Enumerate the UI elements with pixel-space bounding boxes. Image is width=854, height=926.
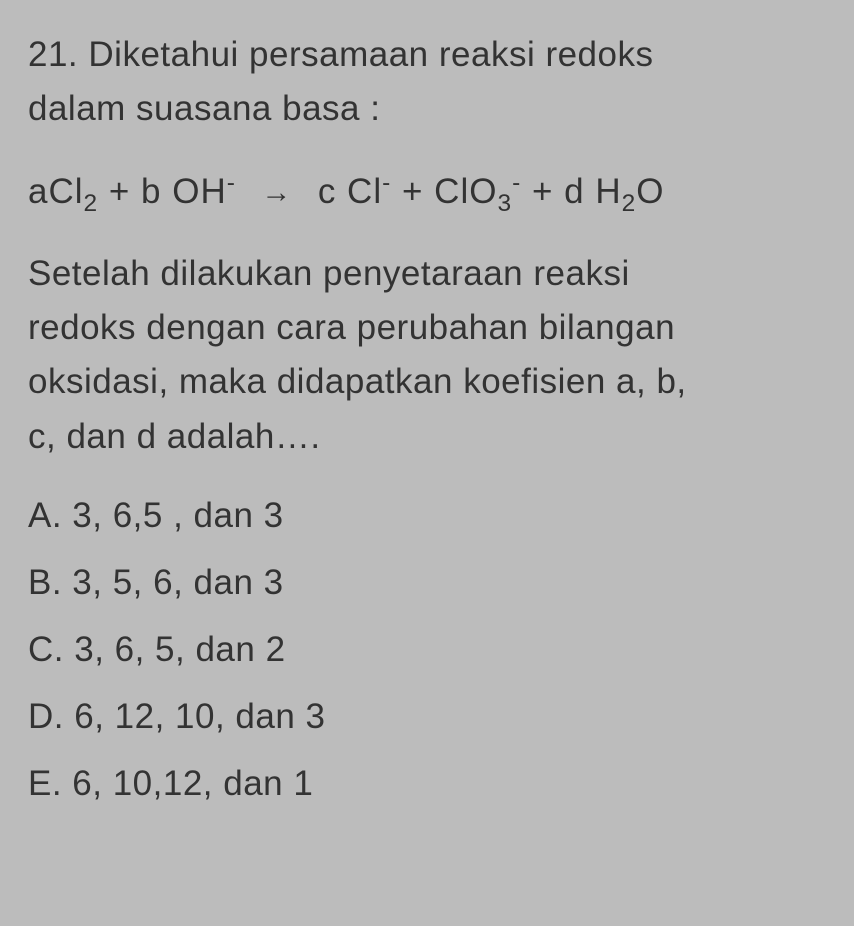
body-line-2: redoks dengan cara perubahan bilangan <box>28 308 675 347</box>
body-line-3: oksidasi, maka didapatkan koefisien a, b… <box>28 362 687 401</box>
intro-text-1: Diketahui persamaan reaksi redoks <box>88 35 653 74</box>
option-a[interactable]: A. 3, 6,5 , dan 3 <box>28 498 826 533</box>
question-body: Setelah dilakukan penyetaraan reaksi red… <box>28 247 826 464</box>
option-c[interactable]: C. 3, 6, 5, dan 2 <box>28 632 826 667</box>
intro-text-2: dalam suasana basa : <box>28 89 380 128</box>
option-e[interactable]: E. 6, 10,12, dan 1 <box>28 766 826 801</box>
body-line-1: Setelah dilakukan penyetaraan reaksi <box>28 254 630 293</box>
option-d[interactable]: D. 6, 12, 10, dan 3 <box>28 699 826 734</box>
question-number: 21. <box>28 35 78 74</box>
body-line-4: c, dan d adalah…. <box>28 417 321 456</box>
option-b[interactable]: B. 3, 5, 6, dan 3 <box>28 565 826 600</box>
question-page: 21. Diketahui persamaan reaksi redoks da… <box>0 0 854 801</box>
chemical-equation: aCl2 + b OH- → c Cl- + ClO3- + d H2O <box>28 165 826 219</box>
question-intro: 21. Diketahui persamaan reaksi redoks da… <box>28 28 826 137</box>
